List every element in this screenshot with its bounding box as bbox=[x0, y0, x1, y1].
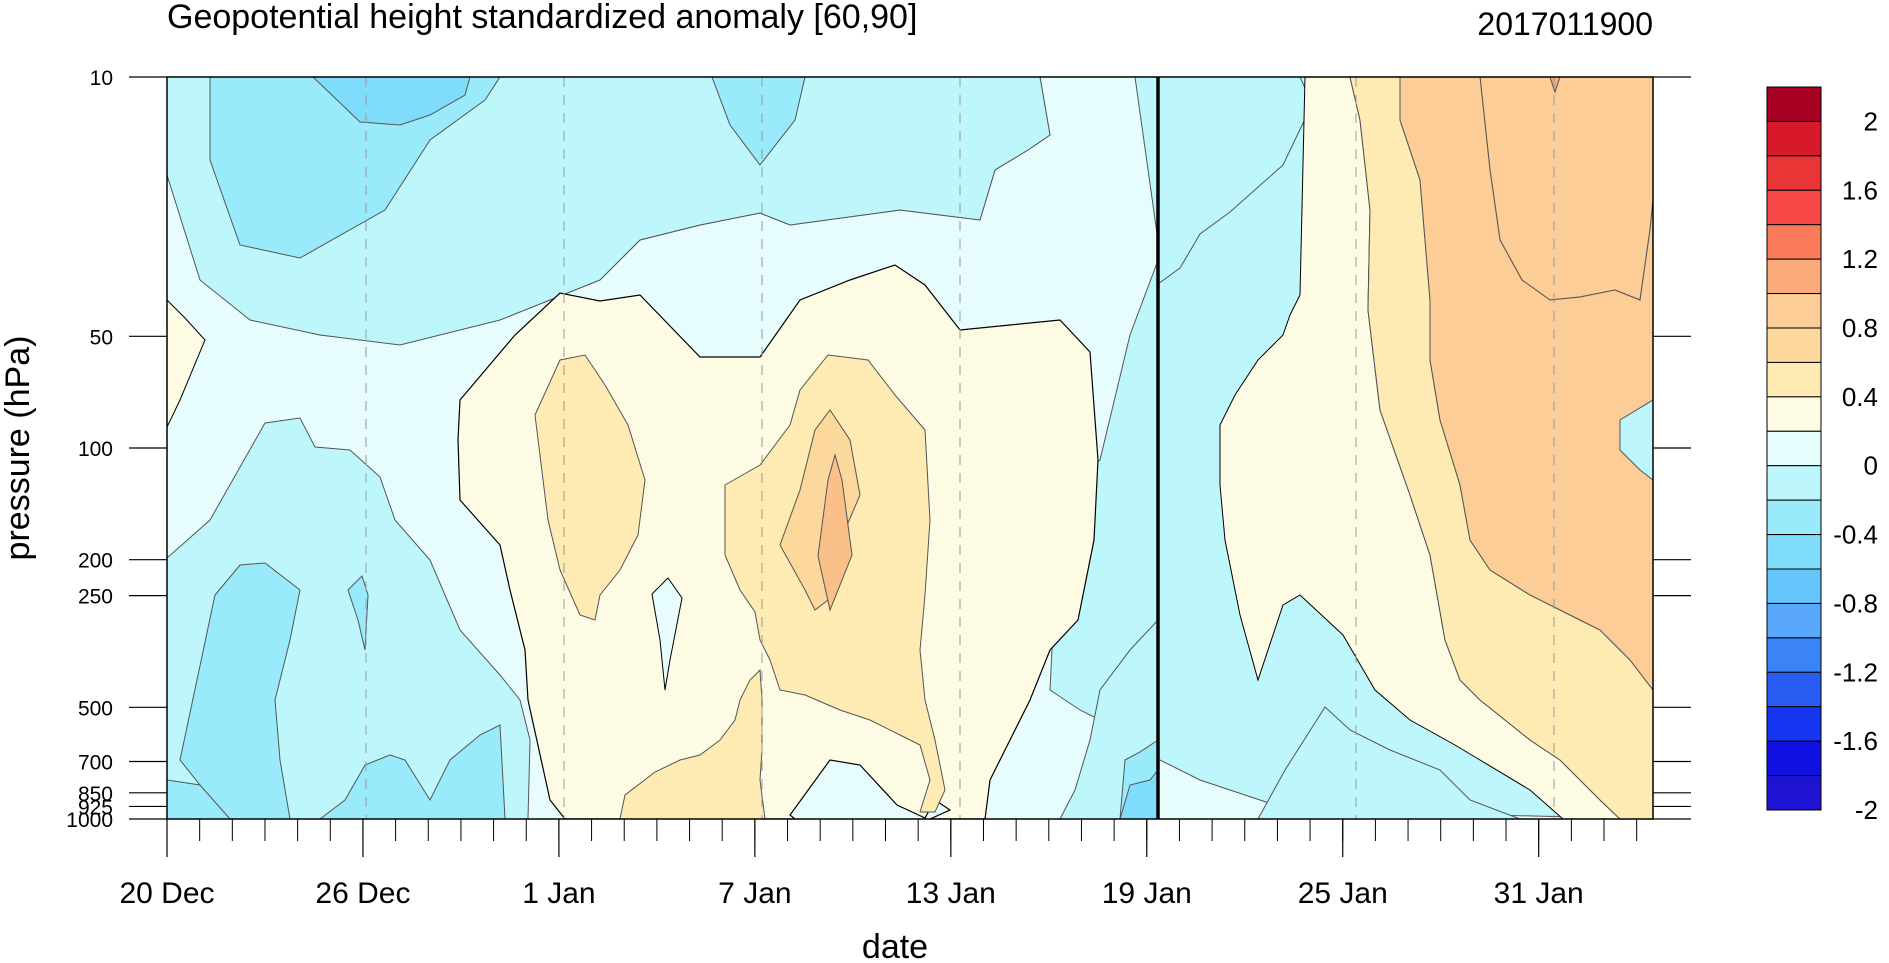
colorbar-label: -1.2 bbox=[1833, 657, 1878, 687]
x-tick-label: 19 Jan bbox=[1102, 877, 1192, 910]
colorbar: 2 1.6 1.2 0.8 0.4 0 -0.4 -0.8 -1.2 -1.6 -2 bbox=[1766, 86, 1878, 825]
colorbar-swatch bbox=[1766, 293, 1822, 329]
colorbar-label: -2 bbox=[1855, 795, 1878, 825]
colorbar-swatch bbox=[1766, 740, 1822, 777]
contour-pos-0-4-right2 bbox=[1399, 77, 1653, 691]
colorbar-swatch bbox=[1766, 534, 1822, 570]
x-tick-label: 20 Dec bbox=[119, 877, 214, 910]
colorbar-swatch bbox=[1766, 327, 1822, 363]
colorbar-swatch bbox=[1766, 706, 1822, 742]
contour-neg-0-6-bottom bbox=[319, 724, 506, 819]
y-tick-label: 500 bbox=[78, 697, 113, 720]
colorbar-swatch bbox=[1766, 396, 1822, 432]
colorbar-swatch bbox=[1766, 155, 1822, 191]
colorbar-label: -1.6 bbox=[1833, 726, 1878, 756]
x-tick-label: 7 Jan bbox=[718, 877, 791, 910]
x-tick-label: 13 Jan bbox=[906, 877, 996, 910]
chart-title: Geopotential height standardized anomaly… bbox=[167, 0, 917, 36]
colorbar-swatch bbox=[1766, 637, 1822, 673]
colorbar-swatch bbox=[1766, 430, 1822, 467]
y-tick-label: 850 bbox=[78, 783, 113, 806]
colorbar-label: 0.4 bbox=[1842, 382, 1878, 412]
contour-pos-0-2-bottom bbox=[619, 668, 766, 819]
colorbar-swatch bbox=[1766, 602, 1822, 639]
y-axis-label: pressure (hPa) bbox=[0, 336, 37, 561]
y-tick-label: 10 bbox=[90, 67, 113, 90]
colorbar-swatch bbox=[1766, 258, 1822, 295]
contour-neg-0-6-top-mid bbox=[711, 77, 806, 166]
x-tick-label: 1 Jan bbox=[522, 877, 595, 910]
contour-pos-0-4-mid bbox=[779, 409, 861, 611]
contour-neg-0-6-lowleft bbox=[167, 779, 236, 819]
colorbar-label: 0 bbox=[1864, 451, 1878, 481]
y-tick-label: 925 bbox=[78, 796, 113, 819]
colorbar-swatch bbox=[1766, 499, 1822, 536]
x-axis: 20 Dec 26 Dec 1 Jan 7 Jan 13 Jan 19 Jan 25 Jan… bbox=[119, 819, 1638, 910]
contour-neg-0-8-top bbox=[312, 77, 471, 126]
colorbar-swatch bbox=[1766, 120, 1822, 157]
x-tick-label: 25 Jan bbox=[1298, 877, 1388, 910]
contour-neg-0-4-right bbox=[1157, 77, 1307, 285]
contour-neg-0-8-nearref bbox=[1119, 768, 1159, 819]
colorbar-label: 1.6 bbox=[1842, 175, 1878, 205]
colorbar-swatch bbox=[1766, 86, 1822, 122]
x-tick-label: 26 Dec bbox=[315, 877, 410, 910]
colorbar-label: 2 bbox=[1864, 106, 1878, 136]
contour-neg-0-4-bottomright bbox=[1257, 706, 1521, 819]
contour-zero-0-2-leftedge bbox=[167, 299, 206, 428]
colorbar-swatch bbox=[1766, 568, 1822, 604]
grid-lines bbox=[365, 77, 1555, 819]
chart-right-title: 2017011900 bbox=[1477, 6, 1653, 42]
y-tick-label: 50 bbox=[90, 326, 113, 349]
y-tick-label: 100 bbox=[78, 438, 113, 461]
contour-neg-pocket bbox=[651, 577, 683, 691]
colorbar-label: -0.8 bbox=[1833, 588, 1878, 618]
colorbar-swatch bbox=[1766, 361, 1822, 398]
x-axis-label: date bbox=[862, 928, 928, 963]
colorbar-label: 1.2 bbox=[1842, 244, 1878, 274]
contour-pos-0-6-mid bbox=[817, 453, 853, 612]
contour-pos-0-6-topright bbox=[1549, 77, 1561, 94]
contour-neg-0-6-left-250 bbox=[179, 562, 301, 819]
contour-field bbox=[167, 77, 1653, 819]
colorbar-swatch bbox=[1766, 224, 1822, 260]
colorbar-swatch bbox=[1766, 465, 1822, 501]
y-tick-label: 200 bbox=[78, 550, 113, 573]
colorbar-swatch bbox=[1766, 775, 1822, 811]
contour-neg-0-6-topleft bbox=[209, 77, 501, 259]
y-tick-label: 700 bbox=[78, 752, 113, 775]
colorbar-label: 0.8 bbox=[1842, 313, 1878, 343]
y-tick-label: 1000 bbox=[66, 809, 113, 832]
x-tick-label: 31 Jan bbox=[1494, 877, 1584, 910]
colorbar-label: -0.4 bbox=[1833, 520, 1878, 550]
colorbar-swatch bbox=[1766, 671, 1822, 708]
colorbar-swatch bbox=[1766, 189, 1822, 226]
contour-pos-0-2-left bbox=[534, 354, 646, 621]
y-tick-label: 250 bbox=[78, 586, 113, 609]
